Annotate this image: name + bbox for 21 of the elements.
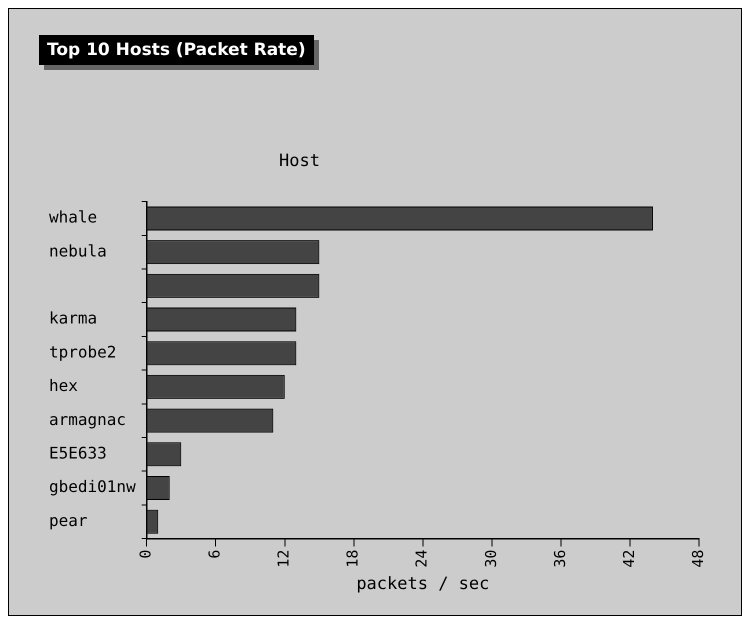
y-tick-label: pear bbox=[49, 510, 88, 530]
y-tick-label: hex bbox=[49, 376, 78, 396]
x-tick-label: 6 bbox=[206, 550, 224, 559]
y-tick-label: whale bbox=[49, 208, 98, 227]
x-axis-title: packets / sec bbox=[356, 574, 490, 594]
x-tick-label: 30 bbox=[482, 550, 500, 568]
y-axis-title: Host bbox=[279, 151, 320, 171]
x-tick-label: 42 bbox=[620, 550, 638, 568]
y-tick-label: karma bbox=[49, 308, 98, 328]
chart-title: Top 10 Hosts (Packet Rate) bbox=[39, 35, 314, 65]
x-tick-label: 36 bbox=[550, 550, 569, 568]
x-tick-label: 18 bbox=[344, 550, 362, 568]
y-tick-label: armagnac bbox=[49, 410, 126, 429]
y-tick-label: gbedi01nw bbox=[49, 477, 136, 496]
y-tick-label: E5E633 bbox=[49, 443, 107, 462]
x-tick-label: 48 bbox=[688, 550, 707, 568]
x-tick-label: 24 bbox=[412, 550, 431, 568]
y-tick-label: tprobe2 bbox=[49, 342, 116, 362]
x-tick-label: 0 bbox=[136, 550, 155, 559]
x-tick-label: 12 bbox=[274, 550, 293, 568]
y-tick-label: nebula bbox=[49, 241, 107, 260]
